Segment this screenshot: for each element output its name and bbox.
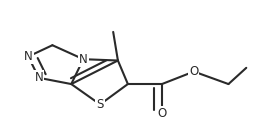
Text: N: N bbox=[24, 50, 33, 63]
Text: N: N bbox=[34, 71, 43, 84]
Text: N: N bbox=[79, 53, 88, 66]
Text: S: S bbox=[96, 98, 104, 111]
Text: O: O bbox=[189, 65, 199, 78]
Text: O: O bbox=[157, 107, 167, 120]
